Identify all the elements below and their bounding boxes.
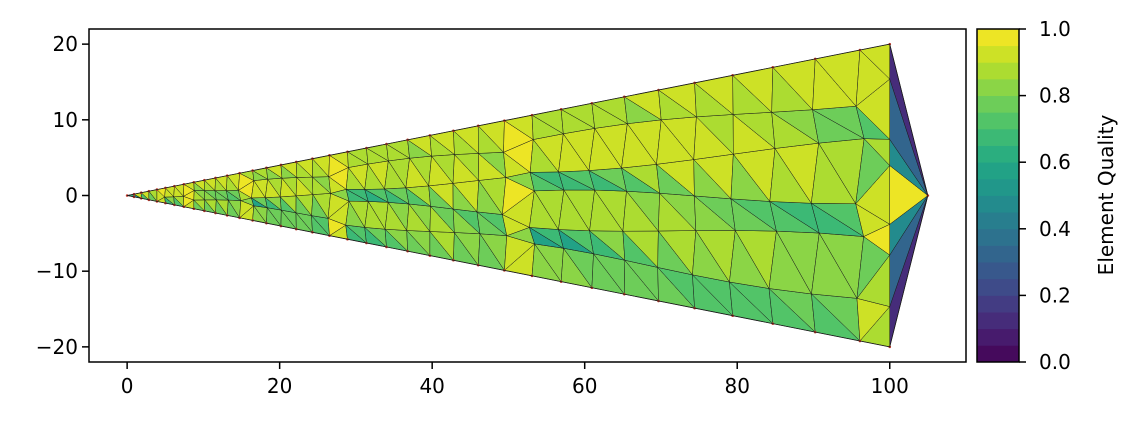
y-tick-label: −10 — [36, 259, 78, 283]
colorbar-tick-label: 0.8 — [1039, 84, 1071, 108]
colorbar-segment — [977, 145, 1019, 163]
colorbar-segment — [977, 112, 1019, 130]
colorbar-segment — [977, 328, 1019, 346]
colorbar-tick-label: 0.4 — [1039, 217, 1071, 241]
colorbar-segment — [977, 29, 1019, 47]
y-axis: −20 −10 0 10 20 — [36, 32, 89, 359]
x-tick-label: 100 — [871, 374, 909, 398]
colorbar-segment — [977, 228, 1019, 246]
colorbar-segment — [977, 45, 1019, 63]
domain-outline — [127, 43, 929, 348]
domain-boundary — [127, 43, 929, 348]
colorbar-label: Element Quality — [1094, 115, 1118, 276]
colorbar-segment — [977, 95, 1019, 113]
y-tick-label: 20 — [53, 32, 78, 56]
colorbar-tick-label: 1.0 — [1039, 17, 1071, 41]
x-tick-label: 40 — [419, 374, 444, 398]
x-tick-label: 20 — [267, 374, 292, 398]
y-tick-label: 10 — [53, 108, 78, 132]
x-tick-label: 80 — [724, 374, 749, 398]
x-axis: 0 20 40 60 80 100 — [121, 362, 909, 398]
colorbar-segment — [977, 278, 1019, 296]
colorbar-segment — [977, 295, 1019, 313]
colorbar-segment — [977, 212, 1019, 230]
colorbar-tick-label: 0.2 — [1039, 283, 1071, 307]
x-tick-label: 60 — [572, 374, 597, 398]
mesh-layer — [125, 42, 930, 349]
colorbar-tick-label: 0.0 — [1039, 350, 1071, 374]
colorbar-tick-label: 0.6 — [1039, 150, 1071, 174]
y-tick-label: 0 — [65, 184, 78, 208]
colorbar-frame — [976, 28, 1020, 363]
colorbar-segment — [977, 62, 1019, 80]
colorbar-segment — [977, 195, 1019, 213]
colorbar-segment — [977, 162, 1019, 180]
colorbar-segment — [977, 78, 1019, 96]
colorbar-segment — [977, 345, 1019, 363]
x-tick-label: 0 — [121, 374, 134, 398]
colorbar-segment — [977, 262, 1019, 280]
colorbar-segment — [977, 128, 1019, 146]
colorbar-segment — [977, 245, 1019, 263]
y-tick-label: −20 — [36, 335, 78, 359]
colorbar-segment — [977, 312, 1019, 330]
colorbar: 0.0 0.2 0.4 0.6 0.8 1.0 — [976, 17, 1071, 374]
colorbar-segment — [977, 178, 1019, 196]
